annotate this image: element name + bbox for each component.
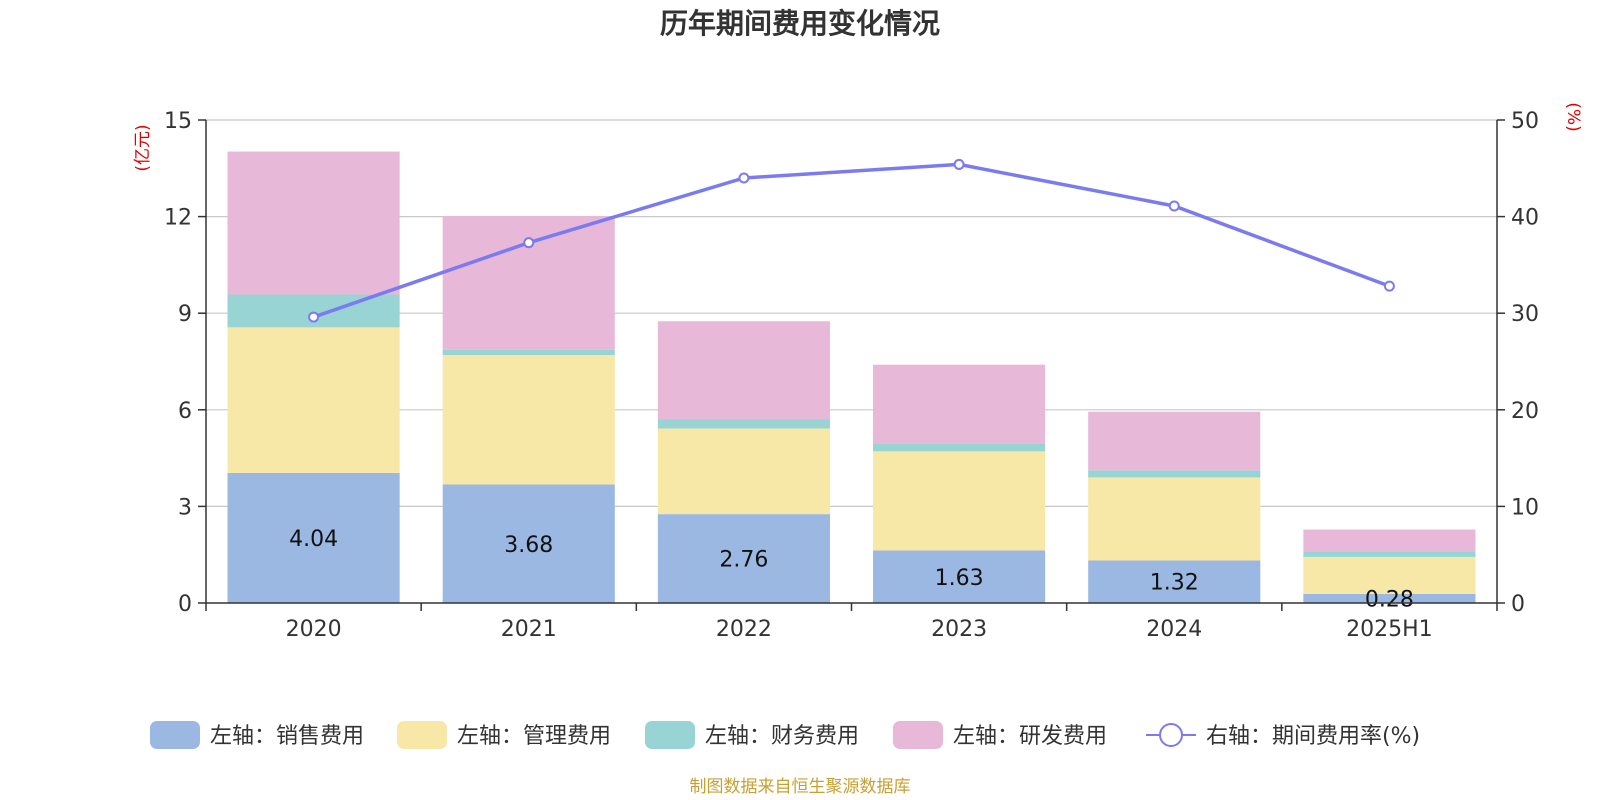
bar-segment-3 (442, 349, 615, 356)
bar-data-label: 0.28 (1365, 587, 1414, 612)
bar-series (227, 151, 1476, 603)
bar-segment-3 (873, 443, 1046, 452)
source-note: 制图数据来自恒生聚源数据库 (690, 777, 911, 797)
right-tick-label: 40 (1511, 206, 1539, 231)
rate-point (1168, 200, 1180, 212)
legend-label: 右轴：期间费用率(%) (1206, 724, 1420, 749)
line-series (308, 158, 1395, 323)
left-tick-label: 0 (178, 592, 192, 617)
bar-segment-2 (1303, 556, 1476, 594)
bar-segment-1 (1303, 593, 1476, 603)
rate-point (308, 311, 320, 323)
bar-segment-4 (873, 364, 1046, 444)
x-tick-label: 2020 (286, 617, 342, 642)
bar-segment-2 (442, 355, 615, 485)
data-labels: 4.04 3.68 2.76 1.63 1.32 0.28 (289, 527, 1414, 613)
legend: 左轴：销售费用 左轴：管理费用 左轴：财务费用 左轴：研发费用 右轴：期间费用率(%) (150, 721, 1420, 749)
legend-label: 左轴：销售费用 (210, 724, 364, 749)
legend-label: 左轴：管理费用 (457, 724, 611, 749)
right-tick-label: 20 (1511, 399, 1539, 424)
bar-data-label: 3.68 (504, 533, 553, 558)
left-tick-label: 15 (164, 109, 192, 134)
bar-segment-1 (657, 514, 830, 603)
bar-data-label: 1.63 (935, 566, 984, 591)
x-tick-label: 2025H1 (1346, 617, 1433, 642)
gridlines (206, 119, 1497, 507)
x-tick-label: 2024 (1146, 617, 1202, 642)
right-axis-unit: (%) (1563, 102, 1583, 131)
legend-swatch (150, 721, 200, 749)
left-tick-label: 9 (178, 302, 192, 327)
chart-title: 历年期间费用变化情况 (660, 7, 940, 40)
axes: 0 3 6 9 12 15 0 10 20 30 40 50 2020 2021 2022 2023 2024 2… (164, 109, 1539, 642)
right-tick-label: 0 (1511, 592, 1525, 617)
legend-label: 左轴：研发费用 (953, 724, 1107, 749)
bar-segment-2 (227, 327, 400, 473)
legend-swatch (645, 721, 695, 749)
bar-segment-1 (442, 484, 615, 603)
rate-point (953, 158, 965, 170)
bar-segment-2 (873, 451, 1046, 551)
rate-line (313, 162, 1391, 319)
bar-segment-1 (227, 472, 400, 603)
bar-segment-3 (1088, 470, 1261, 478)
legend-label: 左轴：财务费用 (705, 724, 859, 749)
bar-segment-3 (1303, 551, 1476, 557)
bar-segment-1 (1088, 560, 1261, 603)
x-tick-label: 2021 (501, 617, 557, 642)
bar-data-label: 2.76 (719, 548, 768, 573)
bar-segment-1 (873, 550, 1046, 603)
left-tick-label: 12 (164, 206, 192, 231)
bar-segment-3 (657, 419, 830, 429)
bar-segment-4 (1303, 529, 1476, 552)
bar-segment-2 (657, 428, 830, 515)
legend-line-marker (1159, 723, 1183, 747)
legend-swatch (397, 721, 447, 749)
bar-segment-4 (657, 321, 830, 420)
bar-segment-4 (1088, 411, 1261, 471)
x-tick-label: 2023 (931, 617, 987, 642)
bar-segment-4 (442, 215, 615, 350)
right-tick-label: 50 (1511, 109, 1539, 134)
legend-swatch (893, 721, 943, 749)
x-tick-label: 2022 (716, 617, 772, 642)
left-axis-unit: (亿元) (133, 124, 153, 171)
bar-data-label: 1.32 (1150, 571, 1199, 596)
bar-segment-4 (227, 151, 400, 295)
rate-point (523, 237, 535, 249)
left-tick-label: 3 (178, 495, 192, 520)
left-tick-label: 6 (178, 399, 192, 424)
bar-data-label: 4.04 (289, 527, 338, 552)
right-tick-label: 30 (1511, 302, 1539, 327)
right-tick-label: 10 (1511, 495, 1539, 520)
bar-segment-2 (1088, 477, 1261, 561)
rate-point (738, 172, 750, 184)
rate-point (1383, 280, 1395, 292)
